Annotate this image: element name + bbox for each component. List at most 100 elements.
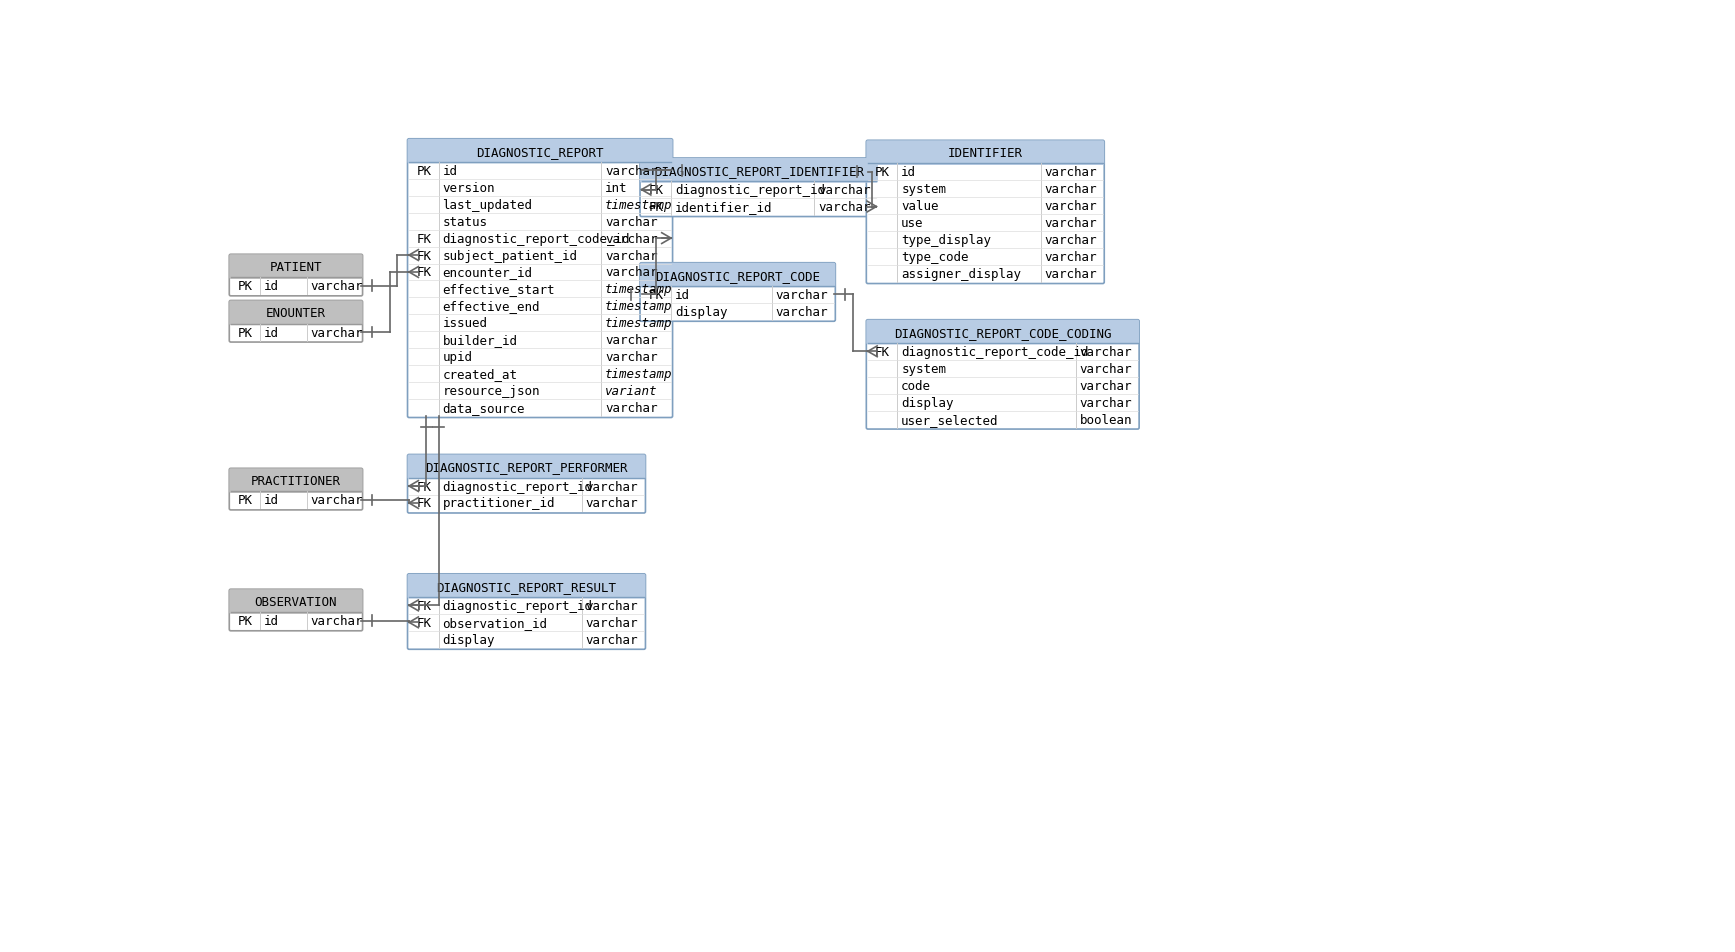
Text: varchar: varchar xyxy=(606,350,658,364)
Text: display: display xyxy=(900,396,954,409)
FancyBboxPatch shape xyxy=(408,140,673,418)
Text: varchar: varchar xyxy=(586,480,638,493)
FancyBboxPatch shape xyxy=(229,589,363,614)
Text: DIAGNOSTIC_REPORT_RESULT: DIAGNOSTIC_REPORT_RESULT xyxy=(437,580,616,593)
Text: effective_end: effective_end xyxy=(442,300,540,313)
Text: varchar: varchar xyxy=(586,497,638,510)
FancyBboxPatch shape xyxy=(229,301,363,343)
Bar xyxy=(232,602,359,613)
Text: PATIENT: PATIENT xyxy=(269,261,323,274)
Text: varchar: varchar xyxy=(311,494,363,506)
Text: id: id xyxy=(264,494,279,506)
Text: code: code xyxy=(900,379,932,392)
FancyBboxPatch shape xyxy=(866,141,1103,285)
FancyBboxPatch shape xyxy=(866,321,1140,429)
Text: created_at: created_at xyxy=(442,367,517,381)
Text: builder_id: builder_id xyxy=(442,334,517,347)
Text: varchar: varchar xyxy=(606,165,658,178)
Text: display: display xyxy=(675,306,727,318)
Bar xyxy=(411,152,670,164)
Text: variant: variant xyxy=(606,385,658,398)
Text: varchar: varchar xyxy=(1079,346,1131,358)
FancyBboxPatch shape xyxy=(640,264,835,288)
Text: OBSERVATION: OBSERVATION xyxy=(255,595,337,608)
Text: varchar: varchar xyxy=(586,616,638,629)
FancyBboxPatch shape xyxy=(866,141,1103,166)
FancyBboxPatch shape xyxy=(408,455,645,480)
Text: varchar: varchar xyxy=(606,402,658,414)
Text: issued: issued xyxy=(442,317,488,330)
Bar xyxy=(411,586,642,598)
Text: varchar: varchar xyxy=(586,599,638,612)
Text: PK: PK xyxy=(874,167,890,179)
Text: effective_start: effective_start xyxy=(442,283,555,296)
Text: id: id xyxy=(264,280,279,293)
Text: user_selected: user_selected xyxy=(900,413,999,426)
Text: FK: FK xyxy=(416,497,432,510)
Text: varchar: varchar xyxy=(606,267,658,279)
Text: varchar: varchar xyxy=(1044,268,1097,281)
Text: FK: FK xyxy=(649,201,665,214)
Text: varchar: varchar xyxy=(1044,167,1097,179)
Text: diagnostic_report_id: diagnostic_report_id xyxy=(675,184,824,197)
Bar xyxy=(644,276,833,288)
Text: id: id xyxy=(264,615,279,627)
Text: FK: FK xyxy=(874,346,890,358)
Text: id: id xyxy=(675,288,691,302)
Text: varchar: varchar xyxy=(819,201,871,214)
FancyBboxPatch shape xyxy=(640,264,835,322)
Text: varchar: varchar xyxy=(1079,363,1131,375)
Text: resource_json: resource_json xyxy=(442,385,540,398)
Text: FK: FK xyxy=(649,184,665,197)
FancyBboxPatch shape xyxy=(229,468,363,493)
Text: id: id xyxy=(900,167,916,179)
FancyBboxPatch shape xyxy=(229,468,363,510)
Text: observation_id: observation_id xyxy=(442,616,548,629)
FancyBboxPatch shape xyxy=(640,159,878,184)
FancyBboxPatch shape xyxy=(229,589,363,631)
Text: timestamp: timestamp xyxy=(606,317,673,330)
Text: varchar: varchar xyxy=(776,288,828,302)
Text: system: system xyxy=(900,183,946,196)
Text: status: status xyxy=(442,215,488,228)
FancyBboxPatch shape xyxy=(229,301,363,326)
Text: diagnostic_report_code_id: diagnostic_report_code_id xyxy=(442,232,630,246)
FancyBboxPatch shape xyxy=(408,455,645,513)
Text: timestamp: timestamp xyxy=(606,283,673,296)
Text: practitioner_id: practitioner_id xyxy=(442,497,555,510)
FancyBboxPatch shape xyxy=(408,574,645,649)
Text: varchar: varchar xyxy=(1079,379,1131,392)
Bar xyxy=(869,332,1136,345)
Text: version: version xyxy=(442,182,494,194)
Text: identifier_id: identifier_id xyxy=(675,201,772,214)
Text: DIAGNOSTIC_REPORT_PERFORMER: DIAGNOSTIC_REPORT_PERFORMER xyxy=(425,461,628,474)
Text: display: display xyxy=(442,633,494,646)
Text: int: int xyxy=(606,182,628,194)
Bar xyxy=(869,153,1102,165)
Bar xyxy=(232,268,359,279)
Text: PK: PK xyxy=(649,288,665,302)
Text: varchar: varchar xyxy=(311,615,363,627)
Text: FK: FK xyxy=(416,267,432,279)
FancyBboxPatch shape xyxy=(866,321,1140,345)
FancyBboxPatch shape xyxy=(640,159,878,217)
Text: varchar: varchar xyxy=(311,280,363,293)
Text: varchar: varchar xyxy=(1044,200,1097,213)
Text: varchar: varchar xyxy=(586,633,638,646)
Text: assigner_display: assigner_display xyxy=(900,268,1022,281)
Text: id: id xyxy=(264,327,279,339)
Text: varchar: varchar xyxy=(1044,183,1097,196)
Text: PK: PK xyxy=(416,165,432,178)
Text: upid: upid xyxy=(442,350,472,364)
Text: FK: FK xyxy=(416,480,432,493)
Text: FK: FK xyxy=(416,249,432,262)
Text: varchar: varchar xyxy=(776,306,828,318)
Bar xyxy=(232,481,359,493)
Text: boolean: boolean xyxy=(1079,413,1131,426)
Text: value: value xyxy=(900,200,939,213)
Text: FK: FK xyxy=(416,232,432,246)
Text: timestamp: timestamp xyxy=(606,367,673,381)
Text: varchar: varchar xyxy=(606,215,658,228)
FancyBboxPatch shape xyxy=(408,140,673,165)
Text: PK: PK xyxy=(238,327,253,339)
